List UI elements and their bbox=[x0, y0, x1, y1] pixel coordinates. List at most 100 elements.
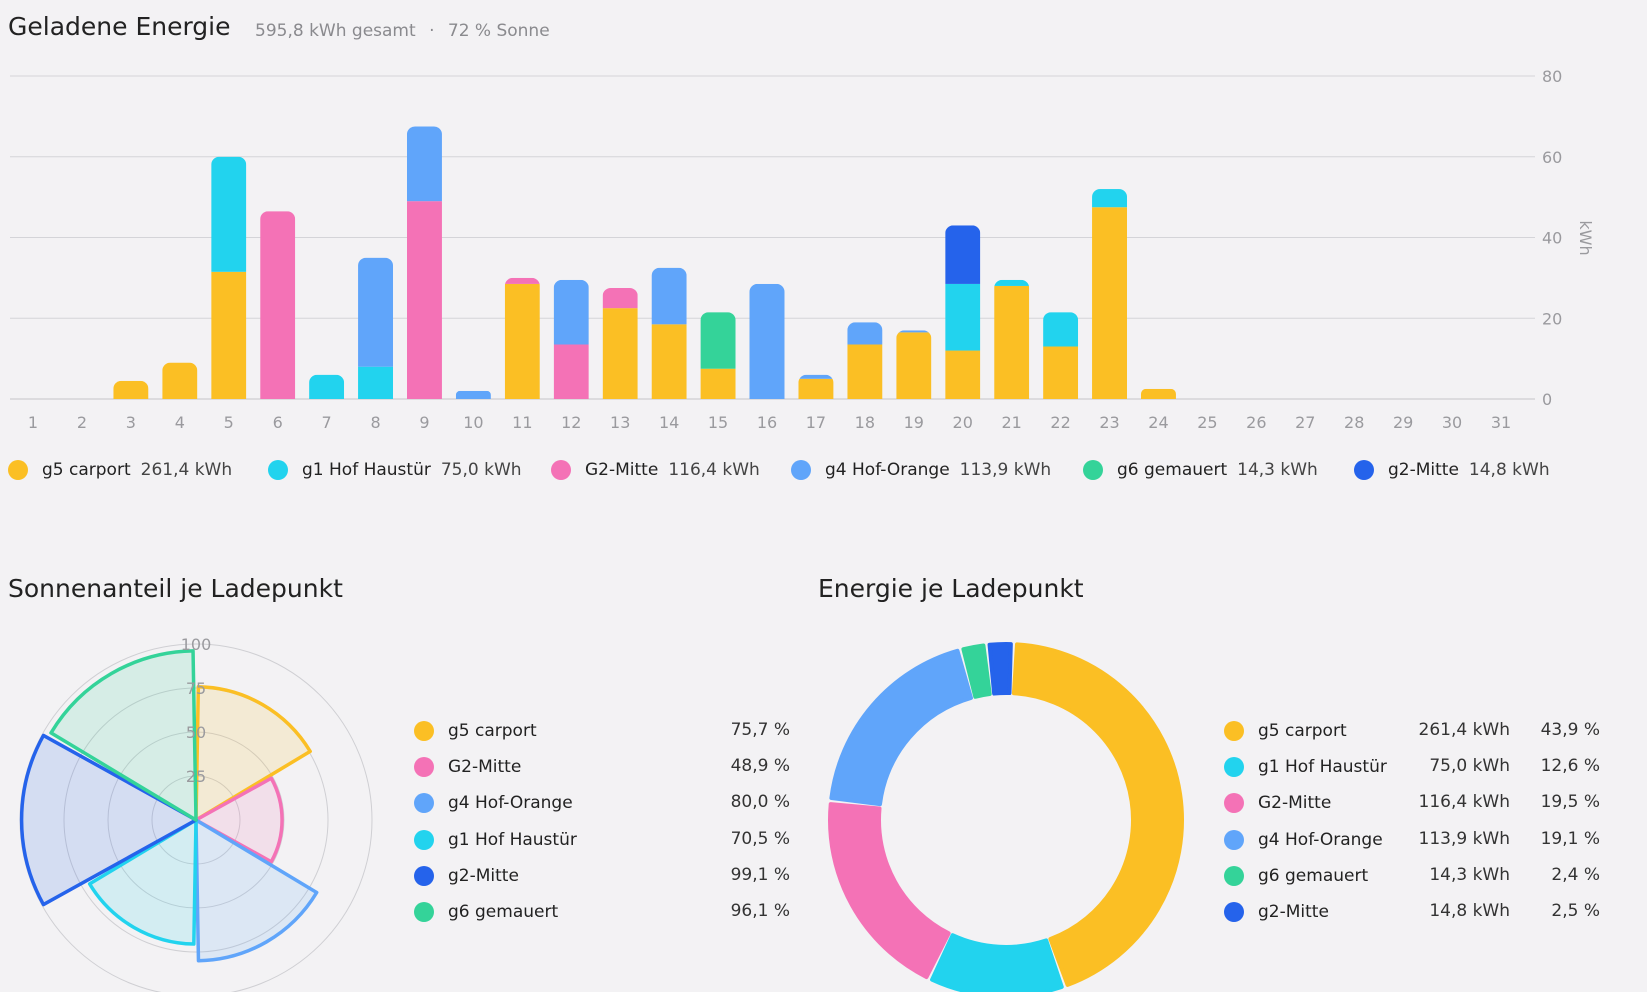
bar-segment-g2-mitte[interactable] bbox=[553, 344, 589, 399]
bar-stack-day-15[interactable] bbox=[700, 312, 736, 399]
bar-stack-day-11[interactable] bbox=[504, 277, 540, 399]
bar-stack-day-18[interactable] bbox=[847, 322, 883, 399]
donut-slice-g6-gemauert[interactable] bbox=[961, 643, 992, 699]
bar-segment-g1-hof-haustuer[interactable] bbox=[994, 279, 1030, 286]
bar-segment-g4-hof-orange[interactable] bbox=[358, 257, 394, 367]
y-tick-label: 80 bbox=[1542, 67, 1562, 86]
bar-segment-g5-carport[interactable] bbox=[1140, 388, 1176, 399]
polar-sector-g5-carport[interactable] bbox=[194, 685, 312, 822]
x-tick-label: 12 bbox=[561, 413, 581, 432]
donut-legend-item-g4-hof-orange[interactable]: g4 Hof-Orange bbox=[1224, 822, 1383, 858]
polar-legend-item-g6-gemauert[interactable]: g6 gemauert bbox=[414, 894, 558, 930]
bar-segment-g4-hof-orange[interactable] bbox=[896, 330, 932, 333]
bar-segment-g4-hof-orange[interactable] bbox=[651, 267, 687, 325]
polar-legend-item-g2-mitte[interactable]: g2-Mitte bbox=[414, 858, 519, 894]
polar-sector-g2-mitte[interactable] bbox=[19, 733, 198, 907]
bar-stack-day-3[interactable] bbox=[113, 380, 149, 399]
legend-item-g1-hof-haustuer[interactable]: g1 Hof Haustür 75,0 kWh bbox=[268, 460, 522, 480]
bar-segment-g2-mitte[interactable] bbox=[260, 211, 296, 399]
bar-stack-day-7[interactable] bbox=[309, 374, 345, 399]
polar-legend-item-g2-mitte[interactable]: G2-Mitte bbox=[414, 749, 521, 785]
bar-stack-day-6[interactable] bbox=[260, 211, 296, 399]
bar-stack-day-23[interactable] bbox=[1092, 189, 1128, 399]
legend-label: g2-Mitte bbox=[1388, 460, 1459, 480]
bar-segment-g1-hof-haustuer[interactable] bbox=[1092, 189, 1128, 208]
bar-segment-g5-carport[interactable] bbox=[211, 271, 247, 399]
bar-segment-g4-hof-orange[interactable] bbox=[798, 374, 834, 379]
bar-segment-g5-carport[interactable] bbox=[945, 350, 981, 399]
bar-segment-g2-mitte[interactable] bbox=[602, 287, 638, 309]
bar-segment-g1-hof-haustuer[interactable] bbox=[945, 283, 981, 351]
polar-legend-item-g4-hof-orange[interactable]: g4 Hof-Orange bbox=[414, 785, 573, 821]
bar-stack-day-4[interactable] bbox=[162, 362, 198, 399]
polar-sector-g1-hof-haustuer[interactable] bbox=[87, 818, 198, 946]
bar-segment-g5-carport[interactable] bbox=[798, 378, 834, 399]
donut-slice-g1-hof-haustuer[interactable] bbox=[930, 933, 1064, 992]
bar-segment-g4-hof-orange[interactable] bbox=[749, 283, 785, 399]
bar-stack-day-12[interactable] bbox=[553, 279, 589, 399]
bar-segment-g5-carport[interactable] bbox=[994, 285, 1030, 399]
polar-sector-g4-hof-orange[interactable] bbox=[194, 818, 319, 963]
donut-legend-item-g6-gemauert[interactable]: g6 gemauert bbox=[1224, 858, 1368, 894]
bar-segment-g5-carport[interactable] bbox=[1043, 346, 1079, 399]
energy-per-point-title: Energie je Ladepunkt bbox=[818, 574, 1084, 603]
bar-segment-g5-carport[interactable] bbox=[1092, 207, 1128, 399]
x-tick-label: 29 bbox=[1393, 413, 1413, 432]
bar-stack-day-21[interactable] bbox=[994, 279, 1030, 399]
bar-stack-day-19[interactable] bbox=[896, 330, 932, 399]
bar-segment-g4-hof-orange[interactable] bbox=[406, 126, 442, 202]
bar-stack-day-24[interactable] bbox=[1140, 388, 1176, 399]
y-tick-label: 0 bbox=[1542, 390, 1552, 409]
donut-slice-g2-mitte[interactable] bbox=[987, 642, 1013, 696]
bar-segment-g5-carport[interactable] bbox=[162, 362, 198, 399]
bar-stack-day-13[interactable] bbox=[602, 287, 638, 399]
bar-segment-g1-hof-haustuer[interactable] bbox=[309, 374, 345, 399]
bar-stack-day-14[interactable] bbox=[651, 267, 687, 399]
bar-segment-g5-carport[interactable] bbox=[113, 380, 149, 399]
bar-segment-g5-carport[interactable] bbox=[700, 368, 736, 399]
bar-stack-day-10[interactable] bbox=[455, 390, 491, 399]
x-tick-label: 11 bbox=[512, 413, 532, 432]
bar-segment-g2-mitte[interactable] bbox=[504, 277, 540, 284]
legend-item-g5-carport[interactable]: g5 carport 261,4 kWh bbox=[8, 460, 232, 480]
donut-legend-item-g1-hof-haustuer[interactable]: g1 Hof Haustür bbox=[1224, 749, 1387, 785]
bar-stack-day-17[interactable] bbox=[798, 374, 834, 399]
bar-segment-g4-hof-orange[interactable] bbox=[455, 390, 491, 399]
legend-item-g6-gemauert[interactable]: g6 gemauert 14,3 kWh bbox=[1083, 460, 1318, 480]
donut-slice-g2-mitte[interactable] bbox=[828, 802, 951, 980]
legend-item-g2-mitte[interactable]: g2-Mitte 14,8 kWh bbox=[1354, 460, 1550, 480]
bar-segment-g1-hof-haustuer[interactable] bbox=[1043, 312, 1079, 347]
bar-segment-g6-gemauert[interactable] bbox=[700, 312, 736, 369]
bar-segment-g5-carport[interactable] bbox=[504, 283, 540, 399]
bar-segment-g1-hof-haustuer[interactable] bbox=[358, 366, 394, 399]
donut-slice-g5-carport[interactable] bbox=[1011, 642, 1184, 987]
polar-legend-item-g5-carport[interactable]: g5 carport bbox=[414, 713, 537, 749]
legend-label: g2-Mitte bbox=[448, 865, 519, 886]
bar-segment-g5-carport[interactable] bbox=[602, 308, 638, 399]
bar-stack-day-22[interactable] bbox=[1043, 312, 1079, 399]
legend-item-g4-hof-orange[interactable]: g4 Hof-Orange 113,9 kWh bbox=[791, 460, 1051, 480]
bar-stack-day-20[interactable] bbox=[945, 225, 981, 399]
legend-item-g2-mitte[interactable]: G2-Mitte 116,4 kWh bbox=[551, 460, 760, 480]
bar-stack-day-9[interactable] bbox=[406, 126, 442, 399]
bar-segment-g2-mitte[interactable] bbox=[406, 201, 442, 399]
donut-legend-item-g2-mitte[interactable]: G2-Mitte bbox=[1224, 785, 1331, 821]
polar-sector-g6-gemauert[interactable] bbox=[49, 649, 198, 822]
donut-legend-item-g5-carport[interactable]: g5 carport bbox=[1224, 713, 1347, 749]
bar-segment-g5-carport[interactable] bbox=[651, 324, 687, 399]
legend-color-dot bbox=[1354, 460, 1374, 480]
bar-segment-g1-hof-haustuer[interactable] bbox=[211, 156, 247, 272]
bar-stack-day-8[interactable] bbox=[358, 257, 394, 399]
bar-segment-g4-hof-orange[interactable] bbox=[847, 322, 883, 345]
bar-stack-day-16[interactable] bbox=[749, 283, 785, 399]
legend-color-dot bbox=[1224, 721, 1244, 741]
polar-legend-item-g1-hof-haustuer[interactable]: g1 Hof Haustür bbox=[414, 822, 577, 858]
donut-legend-item-g2-mitte[interactable]: g2-Mitte bbox=[1224, 894, 1329, 930]
bar-segment-g2-mitte[interactable] bbox=[945, 225, 981, 284]
bar-segment-g5-carport[interactable] bbox=[847, 344, 883, 399]
polar-sector-g2-mitte[interactable] bbox=[194, 776, 284, 864]
bar-stack-day-5[interactable] bbox=[211, 156, 247, 399]
bar-segment-g4-hof-orange[interactable] bbox=[553, 279, 589, 345]
donut-slice-g4-hof-orange[interactable] bbox=[829, 648, 973, 807]
bar-segment-g5-carport[interactable] bbox=[896, 332, 932, 399]
